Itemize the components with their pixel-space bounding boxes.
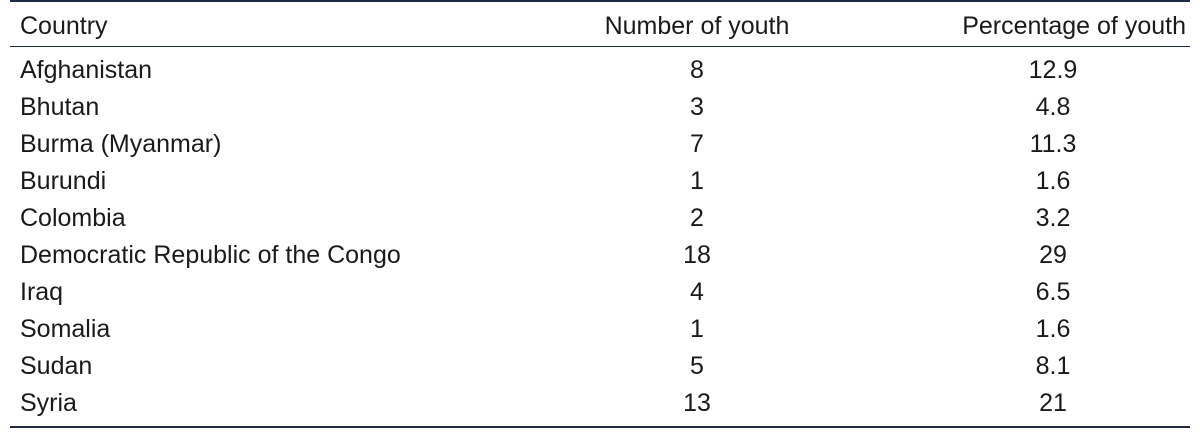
percentage-cell: 29 xyxy=(1039,241,1067,269)
table-row: Somalia 1 1.6 xyxy=(10,311,1190,348)
number-cell: 18 xyxy=(683,241,711,269)
percentage-cell: 3.2 xyxy=(1035,204,1071,232)
number-cell: 1 xyxy=(690,315,704,343)
table-row: Burundi 1 1.6 xyxy=(10,163,1190,200)
country-cell: Burma (Myanmar) xyxy=(20,130,222,158)
percentage-cell: 4.8 xyxy=(1035,93,1071,121)
number-cell: 7 xyxy=(690,130,704,158)
country-cell: Colombia xyxy=(20,204,126,232)
number-cell: 3 xyxy=(690,93,704,121)
table-row: Sudan 5 8.1 xyxy=(10,348,1190,385)
table-top-rule xyxy=(10,0,1190,2)
country-cell: Syria xyxy=(20,389,77,417)
table-row: Syria 13 21 xyxy=(10,385,1190,422)
country-cell: Sudan xyxy=(20,352,93,380)
country-cell: Afghanistan xyxy=(20,56,153,84)
number-cell: 8 xyxy=(690,56,704,84)
table-row: Iraq 4 6.5 xyxy=(10,274,1190,311)
country-cell: Burundi xyxy=(20,167,107,195)
number-cell: 5 xyxy=(690,352,704,380)
table-row: Democratic Republic of the Congo 18 29 xyxy=(10,237,1190,274)
number-cell: 4 xyxy=(690,278,704,306)
number-cell: 1 xyxy=(690,167,704,195)
table-row: Colombia 2 3.2 xyxy=(10,200,1190,237)
table-bottom-rule xyxy=(10,426,1190,428)
percentage-cell: 1.6 xyxy=(1035,167,1071,195)
table-row: Burma (Myanmar) 7 11.3 xyxy=(10,126,1190,163)
country-cell: Somalia xyxy=(20,315,111,343)
country-cell: Iraq xyxy=(20,278,64,306)
percentage-cell: 12.9 xyxy=(1028,56,1078,84)
percentage-cell: 1.6 xyxy=(1035,315,1071,343)
country-cell: Democratic Republic of the Congo xyxy=(20,241,401,269)
percentage-cell: 11.3 xyxy=(1029,130,1077,158)
table-row: Bhutan 3 4.8 xyxy=(10,89,1190,126)
table-body: Afghanistan 8 12.9 Bhutan 3 4.8 Burma (M… xyxy=(10,47,1190,426)
number-cell: 2 xyxy=(690,204,704,232)
percentage-cell: 6.5 xyxy=(1035,278,1071,306)
header-percentage-of-youth: Percentage of youth xyxy=(962,12,1186,40)
percentage-cell: 21 xyxy=(1039,389,1067,417)
percentage-cell: 8.1 xyxy=(1035,352,1071,380)
table-row: Afghanistan 8 12.9 xyxy=(10,52,1190,89)
header-country: Country xyxy=(20,12,108,40)
table-header-rule xyxy=(10,46,1190,47)
number-cell: 13 xyxy=(683,389,711,417)
youth-country-table: Country Number of youth Percentage of yo… xyxy=(10,0,1190,428)
country-cell: Bhutan xyxy=(20,93,100,121)
header-number-of-youth: Number of youth xyxy=(604,12,790,40)
table-header-row: Country Number of youth Percentage of yo… xyxy=(10,2,1190,46)
